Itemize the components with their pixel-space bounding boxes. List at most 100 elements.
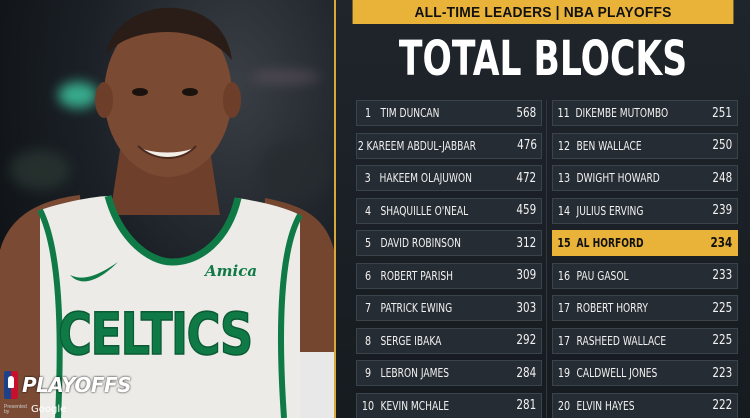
leader-value: 251 <box>712 105 733 121</box>
leader-name: CALDWELL JONES <box>576 366 658 380</box>
leader-name: DWIGHT HOWARD <box>576 171 660 185</box>
leaders-list-left: 1 TIM DUNCAN 568 2 KAREEM ABDUL-JABBAR 476 3… <box>356 100 542 418</box>
leader-value: 472 <box>516 170 537 186</box>
leader-name: SHAQUILLE O'NEAL <box>380 203 469 218</box>
leader-name: ELVIN HAYES <box>576 398 635 413</box>
leader-rank: 9 <box>364 366 372 380</box>
leader-name: ROBERT PARISH <box>380 268 454 283</box>
leader-name: DAVID ROBINSON <box>380 236 461 250</box>
leader-rank: 17 <box>557 333 571 348</box>
leader-value: 248 <box>712 170 733 186</box>
page-title: TOTAL BLOCKS <box>398 31 688 87</box>
leaders-list-right: 11 DIKEMBE MUTOMBO 251 12 BEN WALLACE 250 13… <box>552 100 738 418</box>
crowd-light <box>260 140 330 200</box>
leader-name: AL HORFORD <box>576 236 644 250</box>
gold-divider <box>334 0 336 418</box>
playoffs-logo: PLAYOFFS <box>4 371 132 399</box>
leader-rank: 12 <box>557 138 571 153</box>
leader-rank: 1 <box>364 106 372 120</box>
leader-rank: 15 <box>557 236 571 250</box>
category-banner: ALL-TIME LEADERS | NBA PLAYOFFS <box>352 0 734 24</box>
leader-row: 16 PAU GASOL 233 <box>552 262 738 289</box>
leader-row-highlighted: 15 AL HORFORD 234 <box>552 230 738 256</box>
leader-rank: 16 <box>557 268 571 283</box>
leader-name: PAU GASOL <box>576 268 629 283</box>
leader-row: 13 DWIGHT HOWARD 248 <box>552 165 738 191</box>
leader-rank: 20 <box>557 398 571 413</box>
jersey-sponsor: Amica <box>205 262 258 280</box>
leader-row: 11 DIKEMBE MUTOMBO 251 <box>552 100 738 126</box>
google-logo: Google <box>31 404 67 415</box>
leader-name: LEBRON JAMES <box>380 366 450 380</box>
leader-name: PATRICK EWING <box>380 301 453 315</box>
leader-rank: 11 <box>557 106 570 120</box>
leader-rank: 14 <box>557 203 571 218</box>
leader-name: KAREEM ABDUL-JABBAR <box>366 138 476 153</box>
leader-value: 233 <box>712 268 733 283</box>
presented-by-label: Presented by <box>4 403 27 415</box>
leader-name: KEVIN MCHALE <box>380 398 450 413</box>
leader-value: 476 <box>516 138 537 153</box>
leader-value: 223 <box>712 365 733 381</box>
leader-row: 12 BEN WALLACE 250 <box>552 132 738 159</box>
leader-rank: 7 <box>364 301 372 315</box>
leader-rank: 4 <box>364 203 372 218</box>
player-photo: Amica CELTICS PLAYOFFS Presented by Goog… <box>0 0 334 418</box>
leader-row: 17 ROBERT HORRY 225 <box>552 295 738 321</box>
leader-value: 225 <box>712 300 733 316</box>
leader-name: TIM DUNCAN <box>380 106 440 120</box>
leader-value: 303 <box>516 300 537 316</box>
presented-by-google: Presented by Google <box>4 404 66 415</box>
leader-value: 250 <box>712 138 733 153</box>
leader-row: 6 ROBERT PARISH 309 <box>356 262 542 289</box>
leader-row: 5 DAVID ROBINSON 312 <box>356 230 542 256</box>
crowd-light <box>58 82 98 108</box>
leader-value: 292 <box>516 333 537 348</box>
crowd-light <box>10 150 70 190</box>
leader-value: 312 <box>516 235 537 251</box>
leader-name: BEN WALLACE <box>576 138 642 153</box>
nba-logo-icon <box>4 371 18 399</box>
leader-row: 3 HAKEEM OLAJUWON 472 <box>356 165 542 191</box>
leader-row: 20 ELVIN HAYES 222 <box>552 392 738 418</box>
leader-rank: 17 <box>557 301 571 315</box>
leader-row: 4 SHAQUILLE O'NEAL 459 <box>356 197 542 224</box>
leader-name: SERGE IBAKA <box>380 333 442 348</box>
leader-value: 568 <box>516 105 537 121</box>
leader-rank: 2 <box>357 138 364 153</box>
leader-value: 222 <box>712 398 733 413</box>
playoffs-wordmark: PLAYOFFS <box>22 373 132 397</box>
leader-row: 1 TIM DUNCAN 568 <box>356 100 542 126</box>
leader-rank: 5 <box>364 236 372 250</box>
leader-row: 19 CALDWELL JONES 223 <box>552 360 738 386</box>
leader-name: ROBERT HORRY <box>576 301 648 315</box>
leader-row: 8 SERGE IBAKA 292 <box>356 327 542 354</box>
leader-value: 281 <box>516 398 537 413</box>
leader-value: 234 <box>710 235 733 251</box>
leader-value: 239 <box>712 203 733 218</box>
column-divider <box>546 100 547 418</box>
player-figure <box>0 7 334 418</box>
leader-rank: 3 <box>364 171 371 185</box>
leader-row: 14 JULIUS ERVING 239 <box>552 197 738 224</box>
leader-value: 459 <box>516 203 537 218</box>
crowd-light <box>250 70 320 84</box>
leader-name: HAKEEM OLAJUWON <box>379 171 473 185</box>
leader-name: JULIUS ERVING <box>576 203 644 218</box>
leader-rank: 8 <box>364 333 372 348</box>
leader-name: RASHEED WALLACE <box>576 333 667 348</box>
jersey-team-name: CELTICS <box>57 299 253 369</box>
leader-value: 225 <box>712 333 733 348</box>
leader-value: 284 <box>516 365 537 381</box>
leader-row: 17 RASHEED WALLACE 225 <box>552 327 738 354</box>
leader-value: 309 <box>516 268 537 283</box>
leader-row: 10 KEVIN MCHALE 281 <box>356 392 542 418</box>
leader-rank: 13 <box>557 171 571 185</box>
leader-row: 2 KAREEM ABDUL-JABBAR 476 <box>356 132 542 159</box>
leader-rank: 10 <box>361 398 375 413</box>
leader-row: 7 PATRICK EWING 303 <box>356 295 542 321</box>
leader-name: DIKEMBE MUTOMBO <box>575 106 669 120</box>
leader-row: 9 LEBRON JAMES 284 <box>356 360 542 386</box>
leader-rank: 6 <box>364 268 372 283</box>
leader-rank: 19 <box>557 366 571 380</box>
